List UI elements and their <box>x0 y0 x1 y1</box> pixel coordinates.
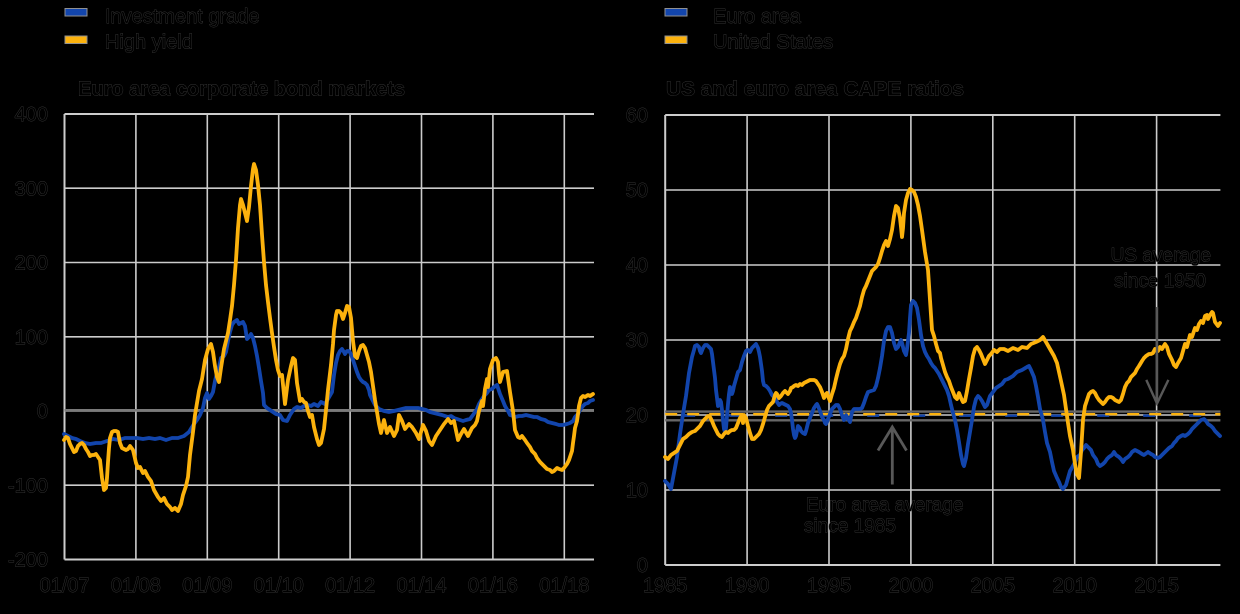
svg-text:400: 400 <box>15 104 48 126</box>
svg-text:60: 60 <box>626 105 648 127</box>
svg-text:01/16: 01/16 <box>468 575 518 597</box>
svg-text:0: 0 <box>637 555 648 577</box>
svg-text:since 1950: since 1950 <box>1114 271 1206 292</box>
svg-text:since 1985: since 1985 <box>804 516 896 537</box>
svg-text:1985: 1985 <box>643 575 688 597</box>
svg-text:30: 30 <box>626 330 648 352</box>
svg-text:2005: 2005 <box>971 575 1016 597</box>
svg-text:01/14: 01/14 <box>396 575 446 597</box>
svg-text:2015: 2015 <box>1134 575 1179 597</box>
svg-text:200: 200 <box>15 253 48 275</box>
svg-text:01/07: 01/07 <box>39 575 89 597</box>
svg-text:10: 10 <box>626 480 648 502</box>
svg-text:Investment grade: Investment grade <box>105 6 260 28</box>
svg-text:Euro area: Euro area <box>713 6 802 28</box>
svg-text:High yield: High yield <box>105 32 193 54</box>
svg-text:Euro area average: Euro area average <box>806 495 963 516</box>
svg-text:01/09: 01/09 <box>182 575 232 597</box>
svg-text:01/08: 01/08 <box>111 575 161 597</box>
svg-text:40: 40 <box>626 255 648 277</box>
svg-text:300: 300 <box>15 178 48 200</box>
svg-text:-200: -200 <box>8 550 48 572</box>
svg-text:01/12: 01/12 <box>325 575 375 597</box>
svg-text:50: 50 <box>626 180 648 202</box>
svg-text:2010: 2010 <box>1052 575 1097 597</box>
svg-text:2000: 2000 <box>889 575 934 597</box>
svg-text:0: 0 <box>37 401 48 423</box>
svg-text:Euro area corporate bond marke: Euro area corporate bond markets <box>78 79 405 101</box>
svg-text:01/18: 01/18 <box>539 575 589 597</box>
svg-text:US and euro area CAPE ratios: US and euro area CAPE ratios <box>666 79 964 101</box>
svg-text:100: 100 <box>15 327 48 349</box>
svg-text:01/10: 01/10 <box>254 575 304 597</box>
svg-text:-100: -100 <box>8 475 48 497</box>
svg-text:1990: 1990 <box>725 575 770 597</box>
svg-text:US average: US average <box>1111 246 1211 267</box>
svg-text:20: 20 <box>626 405 648 427</box>
svg-text:United States: United States <box>713 32 833 54</box>
svg-text:1995: 1995 <box>807 575 852 597</box>
